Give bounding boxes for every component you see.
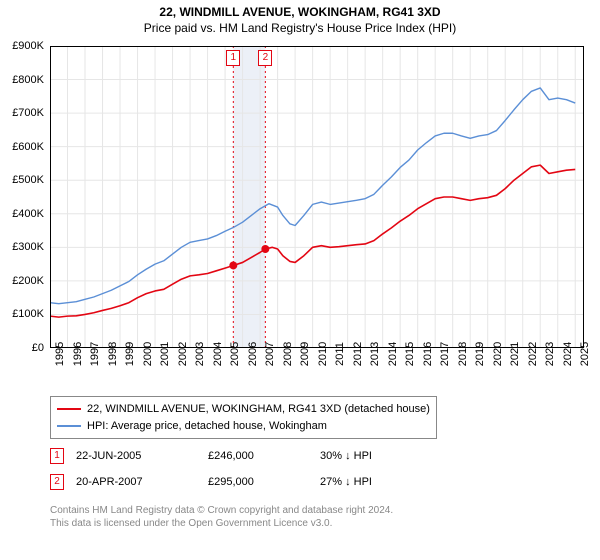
y-tick-label: £600K <box>0 141 44 153</box>
chart-container: 22, WINDMILL AVENUE, WOKINGHAM, RG41 3XD… <box>0 0 600 560</box>
x-tick-label: 2021 <box>509 342 521 366</box>
event-num-icon: 2 <box>50 474 64 490</box>
x-tick-label: 2008 <box>282 342 294 366</box>
x-tick-label: 1995 <box>54 342 66 366</box>
x-tick-label: 2020 <box>492 342 504 366</box>
footer: Contains HM Land Registry data © Crown c… <box>50 504 393 530</box>
x-tick-label: 2006 <box>247 342 259 366</box>
event-num-icon: 1 <box>50 448 64 464</box>
legend: 22, WINDMILL AVENUE, WOKINGHAM, RG41 3XD… <box>50 396 437 439</box>
x-tick-label: 1997 <box>89 342 101 366</box>
event-row: 2 20-APR-2007 £295,000 27% ↓ HPI <box>50 474 372 490</box>
footer-line1: Contains HM Land Registry data © Crown c… <box>50 504 393 517</box>
legend-entry: 22, WINDMILL AVENUE, WOKINGHAM, RG41 3XD… <box>57 401 430 418</box>
y-tick-label: £500K <box>0 174 44 186</box>
x-tick-label: 2007 <box>264 342 276 366</box>
event-price: £246,000 <box>208 450 308 462</box>
event-delta: 27% ↓ HPI <box>320 476 372 488</box>
x-tick-label: 2003 <box>194 342 206 366</box>
legend-swatch <box>57 408 81 410</box>
y-tick-label: £400K <box>0 208 44 220</box>
x-tick-label: 2016 <box>422 342 434 366</box>
x-tick-label: 2024 <box>562 342 574 366</box>
event-delta: 30% ↓ HPI <box>320 450 372 462</box>
legend-entry: HPI: Average price, detached house, Woki… <box>57 418 430 435</box>
y-tick-label: £700K <box>0 107 44 119</box>
event-marker: 2 <box>258 50 272 66</box>
x-tick-label: 2014 <box>387 342 399 366</box>
legend-label: 22, WINDMILL AVENUE, WOKINGHAM, RG41 3XD… <box>87 403 430 415</box>
event-row: 1 22-JUN-2005 £246,000 30% ↓ HPI <box>50 448 372 464</box>
x-tick-label: 2010 <box>317 342 329 366</box>
y-tick-label: £0 <box>0 342 44 354</box>
y-tick-label: £300K <box>0 241 44 253</box>
x-tick-label: 2001 <box>159 342 171 366</box>
x-tick-label: 2018 <box>457 342 469 366</box>
x-tick-label: 2019 <box>474 342 486 366</box>
y-tick-label: £100K <box>0 308 44 320</box>
x-tick-label: 2013 <box>369 342 381 366</box>
y-tick-label: £200K <box>0 275 44 287</box>
x-tick-label: 2017 <box>439 342 451 366</box>
chart-title: 22, WINDMILL AVENUE, WOKINGHAM, RG41 3XD <box>0 0 600 18</box>
event-date: 22-JUN-2005 <box>76 450 196 462</box>
chart-subtitle: Price paid vs. HM Land Registry's House … <box>0 18 600 34</box>
x-tick-label: 2025 <box>579 342 591 366</box>
x-tick-label: 2011 <box>334 342 346 366</box>
y-tick-label: £900K <box>0 40 44 52</box>
event-price: £295,000 <box>208 476 308 488</box>
x-tick-label: 1996 <box>72 342 84 366</box>
x-tick-label: 1999 <box>124 342 136 366</box>
x-tick-label: 2012 <box>352 342 364 366</box>
x-tick-label: 2022 <box>527 342 539 366</box>
x-tick-label: 1998 <box>107 342 119 366</box>
legend-label: HPI: Average price, detached house, Woki… <box>87 420 327 432</box>
x-tick-label: 2009 <box>299 342 311 366</box>
x-tick-label: 2004 <box>212 342 224 366</box>
x-tick-label: 2023 <box>544 342 556 366</box>
event-date: 20-APR-2007 <box>76 476 196 488</box>
legend-swatch <box>57 425 81 427</box>
y-tick-label: £800K <box>0 74 44 86</box>
x-tick-label: 2002 <box>177 342 189 366</box>
x-tick-label: 2015 <box>404 342 416 366</box>
x-tick-label: 2000 <box>142 342 154 366</box>
footer-line2: This data is licensed under the Open Gov… <box>50 517 393 530</box>
event-marker: 1 <box>226 50 240 66</box>
chart-plot <box>50 46 584 348</box>
x-tick-label: 2005 <box>229 342 241 366</box>
